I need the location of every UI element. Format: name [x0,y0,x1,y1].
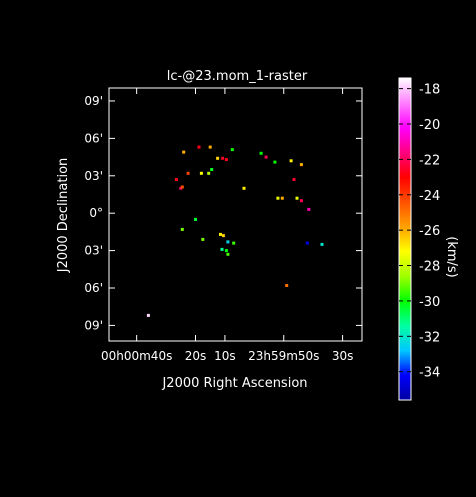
velocity-point [221,234,225,238]
map-panel: 00h00m40s 20s 10s 23h59m50s 30s 09' 06' 03' 0° 03… [84,87,363,363]
velocity-point [199,171,203,175]
velocity-point [224,249,228,253]
velocity-point [180,185,184,189]
colorbar-tick-label: -20 [419,118,440,133]
colorbar: -18 -20 -22 -24 -26 -28 -30 -32 -34 (km/s) [398,77,459,401]
colorbar-tick-label: -24 [419,189,440,204]
x-tick-label: 20s [185,349,207,363]
chart-title: lc-@23.mom_1-raster [167,69,308,84]
velocity-point [220,247,224,251]
velocity-point [201,237,205,241]
velocity-point [280,196,284,200]
velocity-point [186,171,190,175]
velocity-point [289,159,293,163]
y-axis-label: J2000 Declination [56,158,71,274]
velocity-point [208,145,212,149]
velocity-point [264,155,268,159]
velocity-point [292,178,296,181]
velocity-point [210,168,214,171]
velocity-point [221,156,225,160]
velocity-point [182,150,186,154]
velocity-point [219,232,222,236]
colorbar-tick-label: -30 [419,295,440,310]
y-tick-label: 09' [84,94,103,108]
x-tick-label: 00h00m40s [101,349,172,363]
velocity-point [305,241,309,245]
y-tick-label: 06' [84,131,103,145]
velocity-point [307,207,311,211]
y-tick-label: 09' [84,318,103,332]
colorbar-tick-label: -28 [419,260,440,275]
x-tick-label: 30s [332,349,354,363]
x-tick-label: 23h59m50s [248,349,319,363]
colorbar-tick-label: -32 [419,330,440,345]
velocity-point [174,178,178,181]
colorbar-label: (km/s) [444,236,459,278]
velocity-point [226,252,230,256]
colorbar-gradient [398,77,412,401]
x-axis-label: J2000 Right Ascension [161,376,307,391]
velocity-point [224,158,228,162]
colorbar-ticks: -18 -20 -22 -24 -26 -28 -30 -32 -34 [399,83,440,381]
velocity-point [320,242,324,246]
axis-ticks: 00h00m40s 20s 10s 23h59m50s 30s 09' 06' 03' 0° 03… [84,88,362,363]
y-tick-label: 0° [89,206,103,220]
velocity-point [226,240,230,244]
velocity-point [180,227,184,231]
velocity-point [232,241,236,245]
y-tick-label: 03' [84,244,103,258]
velocity-point [299,199,303,203]
plot-frame [108,87,363,342]
velocity-points [146,145,324,317]
velocity-point [146,313,150,317]
velocity-point [197,145,201,149]
colorbar-tick-label: -34 [419,366,440,381]
colorbar-tick-label: -22 [419,153,440,168]
velocity-point [194,217,197,221]
velocity-point [230,148,234,152]
velocity-point [242,186,246,190]
y-tick-label: 06' [84,281,103,295]
velocity-point [259,151,263,155]
velocity-point [276,196,280,200]
velocity-point [299,163,303,167]
colorbar-tick-label: -26 [419,224,440,239]
y-tick-label: 03' [84,169,103,183]
velocity-point [273,160,277,164]
colorbar-tick-label: -18 [419,83,440,98]
velocity-point [295,196,299,200]
velocity-point [207,171,211,175]
velocity-point [216,156,220,160]
velocity-point [285,284,289,287]
x-tick-label: 10s [214,349,236,363]
